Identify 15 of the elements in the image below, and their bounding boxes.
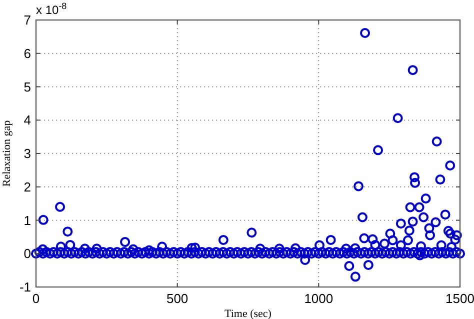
y-axis-title: Relaxation gap — [1, 120, 13, 187]
y-tick-label: 5 — [24, 79, 31, 94]
y-tick-label: 1 — [24, 212, 31, 228]
x-tick-label: 500 — [166, 291, 188, 306]
y-tick-label: 3 — [24, 146, 31, 162]
x-tick-label: 1500 — [446, 291, 474, 306]
y-tick-label: 6 — [24, 46, 31, 61]
y-tick-label: 0 — [24, 246, 31, 262]
y-tick-label: -1 — [19, 280, 31, 295]
x-axis-title: Time (sec) — [224, 308, 272, 319]
text: x 10$^{-8}$ — [36, 1, 67, 17]
y-tick-label: 4 — [24, 112, 31, 128]
x-tick-label: 1000 — [304, 291, 334, 306]
y-tick-label: 7 — [24, 12, 31, 28]
y-tick-label: 2 — [24, 179, 31, 194]
